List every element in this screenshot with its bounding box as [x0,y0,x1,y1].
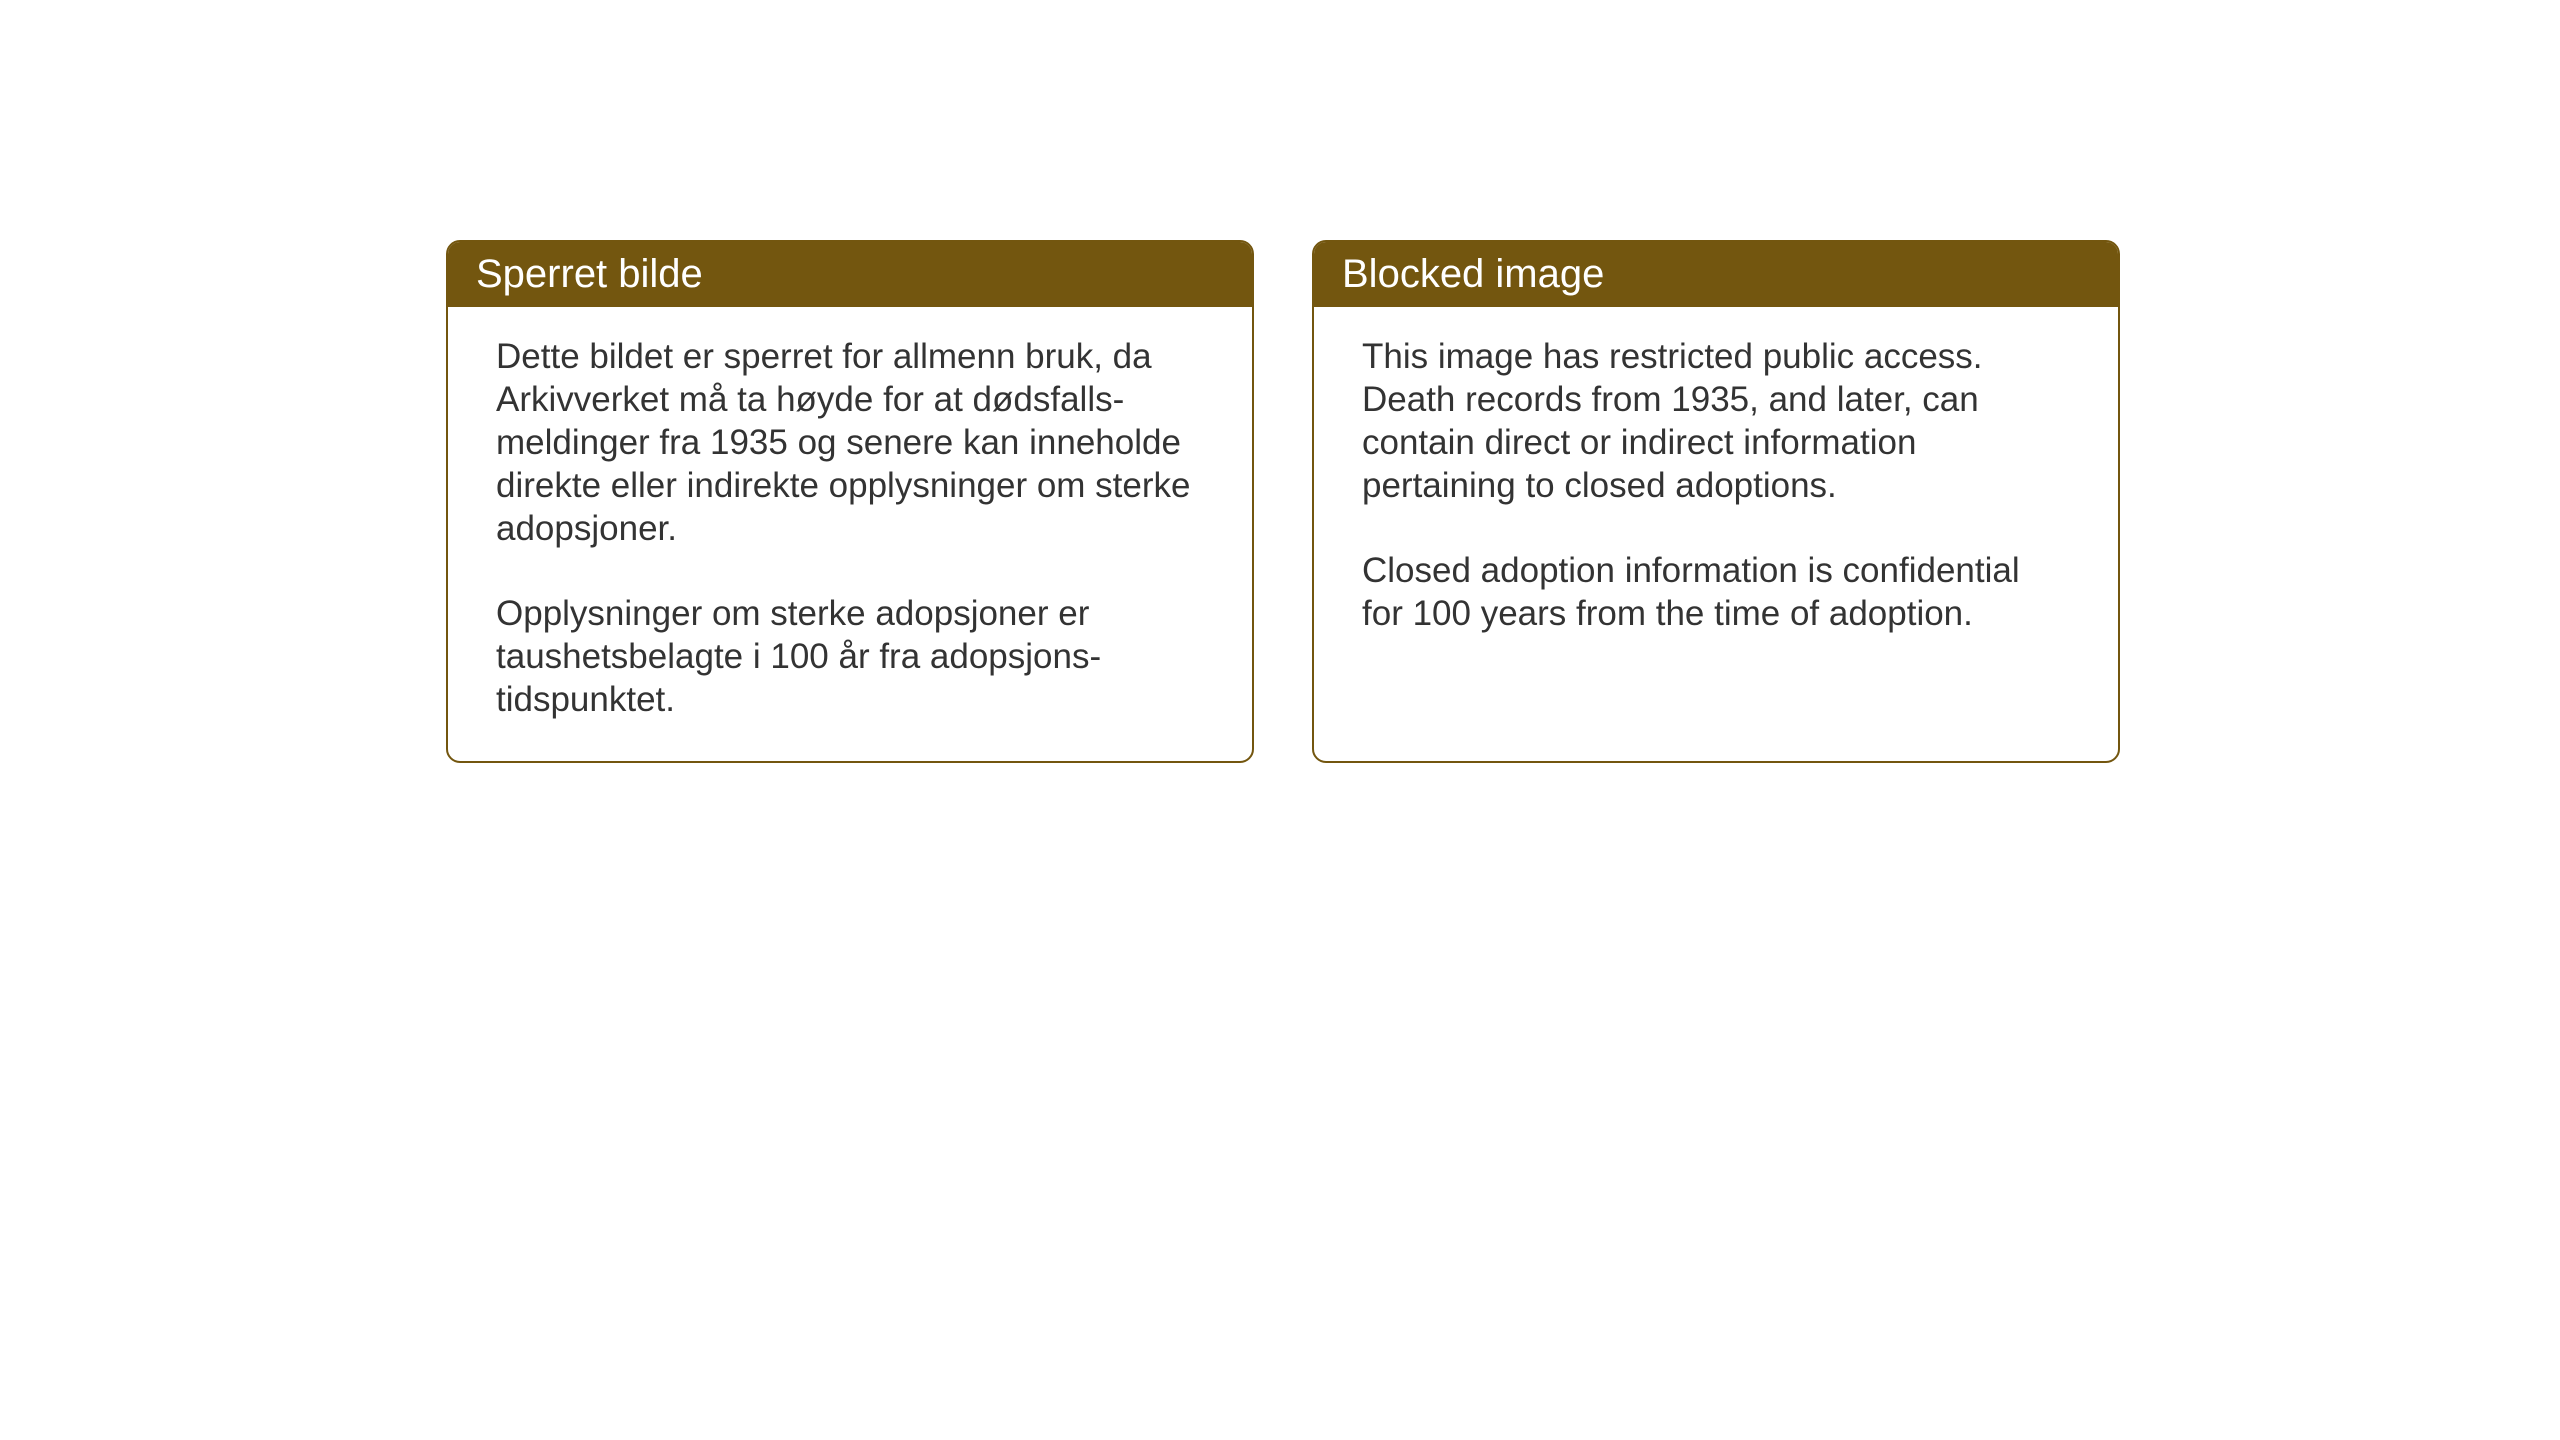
card-title-english: Blocked image [1342,252,1604,296]
notice-card-english: Blocked image This image has restricted … [1312,240,2120,763]
card-body-english: This image has restricted public access.… [1314,307,2118,747]
card-header-norwegian: Sperret bilde [448,242,1252,307]
card-paragraph-norwegian-1: Dette bildet er sperret for allmenn bruk… [496,335,1204,550]
notice-card-norwegian: Sperret bilde Dette bildet er sperret fo… [446,240,1254,763]
card-header-english: Blocked image [1314,242,2118,307]
card-title-norwegian: Sperret bilde [476,252,703,296]
card-body-norwegian: Dette bildet er sperret for allmenn bruk… [448,307,1252,761]
notice-cards-container: Sperret bilde Dette bildet er sperret fo… [446,240,2120,763]
card-paragraph-norwegian-2: Opplysninger om sterke adopsjoner er tau… [496,592,1204,721]
card-paragraph-english-1: This image has restricted public access.… [1362,335,2070,507]
card-paragraph-english-2: Closed adoption information is confident… [1362,549,2070,635]
